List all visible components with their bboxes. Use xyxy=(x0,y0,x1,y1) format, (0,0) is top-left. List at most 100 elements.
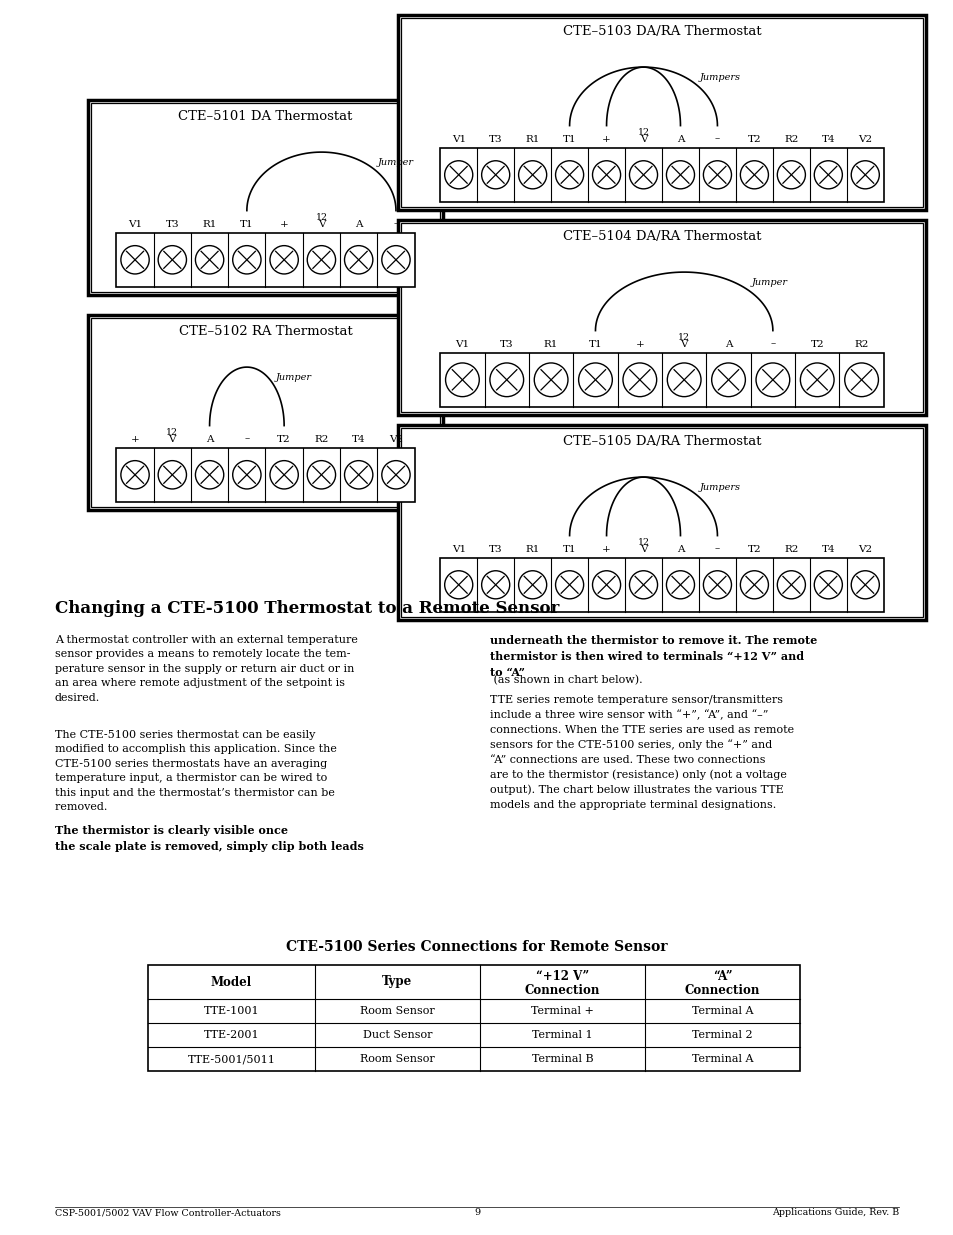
Text: Changing a CTE-5100 Thermostat to a Remote Sensor: Changing a CTE-5100 Thermostat to a Remo… xyxy=(55,600,558,618)
Text: 12: 12 xyxy=(166,427,178,437)
Bar xyxy=(397,425,925,620)
Text: CTE–5104 DA/RA Thermostat: CTE–5104 DA/RA Thermostat xyxy=(562,230,760,243)
Circle shape xyxy=(444,161,473,189)
Text: Duct Sensor: Duct Sensor xyxy=(362,1030,432,1040)
Circle shape xyxy=(518,161,546,189)
Bar xyxy=(91,317,439,508)
Circle shape xyxy=(850,161,879,189)
Circle shape xyxy=(518,571,546,599)
Bar xyxy=(400,429,923,618)
Text: Terminal 2: Terminal 2 xyxy=(692,1030,752,1040)
Text: Connection: Connection xyxy=(684,983,760,997)
Text: A: A xyxy=(724,340,732,348)
Bar xyxy=(116,447,415,501)
Circle shape xyxy=(233,461,261,489)
Circle shape xyxy=(702,161,731,189)
Text: R2: R2 xyxy=(783,135,798,143)
Text: T3: T3 xyxy=(488,545,502,553)
Text: Room Sensor: Room Sensor xyxy=(359,1053,435,1065)
Text: CTE–5102 RA Thermostat: CTE–5102 RA Thermostat xyxy=(178,325,352,338)
Circle shape xyxy=(666,161,694,189)
Text: Jumpers: Jumpers xyxy=(699,483,740,492)
Circle shape xyxy=(592,571,620,599)
Text: CTE–5105 DA/RA Thermostat: CTE–5105 DA/RA Thermostat xyxy=(562,435,760,448)
Text: +: + xyxy=(279,220,288,228)
Text: Terminal B: Terminal B xyxy=(531,1053,593,1065)
Text: V2: V2 xyxy=(858,545,871,553)
Circle shape xyxy=(445,363,478,396)
Bar xyxy=(400,19,923,207)
Circle shape xyxy=(800,363,833,396)
Circle shape xyxy=(711,363,744,396)
Text: R1: R1 xyxy=(543,340,558,348)
Circle shape xyxy=(777,571,804,599)
Text: V1: V1 xyxy=(451,545,465,553)
Circle shape xyxy=(666,571,694,599)
Text: TTE series remote temperature sensor/transmitters
include a three wire sensor wi: TTE series remote temperature sensor/tra… xyxy=(490,695,793,810)
Text: Terminal A: Terminal A xyxy=(691,1007,753,1016)
Circle shape xyxy=(666,363,700,396)
Text: Terminal +: Terminal + xyxy=(531,1007,594,1016)
Text: –: – xyxy=(244,435,250,443)
Text: underneath the thermistor to remove it. The remote
thermistor is then wired to t: underneath the thermistor to remove it. … xyxy=(490,635,817,678)
Text: The CTE-5100 series thermostat can be easily
modified to accomplish this applica: The CTE-5100 series thermostat can be ea… xyxy=(55,730,336,811)
Text: +: + xyxy=(601,545,610,553)
Circle shape xyxy=(777,161,804,189)
Text: +: + xyxy=(601,135,610,143)
Text: V1: V1 xyxy=(128,220,142,228)
Text: –: – xyxy=(714,545,720,553)
Text: TTE-5001/5011: TTE-5001/5011 xyxy=(188,1053,275,1065)
Circle shape xyxy=(534,363,567,396)
Text: R2: R2 xyxy=(314,435,328,443)
Circle shape xyxy=(629,571,657,599)
Text: T3: T3 xyxy=(488,135,502,143)
Text: 12: 12 xyxy=(637,127,649,137)
Text: R1: R1 xyxy=(525,545,539,553)
Text: T1: T1 xyxy=(562,545,576,553)
Text: T1: T1 xyxy=(588,340,601,348)
Circle shape xyxy=(381,246,410,274)
Text: The thermistor is clearly visible once
the scale plate is removed, simply clip b: The thermistor is clearly visible once t… xyxy=(55,825,363,852)
Text: TTE-2001: TTE-2001 xyxy=(204,1030,259,1040)
Circle shape xyxy=(195,246,224,274)
Text: V1: V1 xyxy=(455,340,469,348)
Text: V: V xyxy=(169,435,176,443)
Text: V: V xyxy=(679,340,687,348)
Circle shape xyxy=(555,161,583,189)
Circle shape xyxy=(814,161,841,189)
Text: V2: V2 xyxy=(389,435,402,443)
Text: T2: T2 xyxy=(277,435,291,443)
Circle shape xyxy=(121,246,149,274)
Text: T1: T1 xyxy=(240,220,253,228)
Text: CTE-5100 Series Connections for Remote Sensor: CTE-5100 Series Connections for Remote S… xyxy=(286,940,667,953)
Text: CTE–5103 DA/RA Thermostat: CTE–5103 DA/RA Thermostat xyxy=(562,25,760,38)
Text: 12: 12 xyxy=(315,212,327,221)
Bar xyxy=(439,353,882,408)
Circle shape xyxy=(850,571,879,599)
Text: R2: R2 xyxy=(854,340,868,348)
Bar xyxy=(116,232,415,287)
Text: R2: R2 xyxy=(783,545,798,553)
Bar xyxy=(400,224,923,412)
Circle shape xyxy=(555,571,583,599)
Text: V2: V2 xyxy=(858,135,871,143)
Circle shape xyxy=(592,161,620,189)
Text: T3: T3 xyxy=(499,340,513,348)
Circle shape xyxy=(270,246,298,274)
Text: T2: T2 xyxy=(809,340,823,348)
Text: –: – xyxy=(769,340,775,348)
Text: –: – xyxy=(393,220,398,228)
Text: “A”: “A” xyxy=(712,971,732,983)
Circle shape xyxy=(158,246,186,274)
Circle shape xyxy=(481,161,509,189)
Circle shape xyxy=(629,161,657,189)
Text: CTE–5101 DA Thermostat: CTE–5101 DA Thermostat xyxy=(178,110,353,124)
Bar xyxy=(397,15,925,210)
Bar xyxy=(91,103,439,291)
Circle shape xyxy=(344,461,373,489)
Text: T2: T2 xyxy=(747,135,760,143)
Text: A thermostat controller with an external temperature
sensor provides a means to : A thermostat controller with an external… xyxy=(55,635,357,703)
Text: A: A xyxy=(206,435,213,443)
Circle shape xyxy=(814,571,841,599)
Text: TTE-1001: TTE-1001 xyxy=(204,1007,259,1016)
